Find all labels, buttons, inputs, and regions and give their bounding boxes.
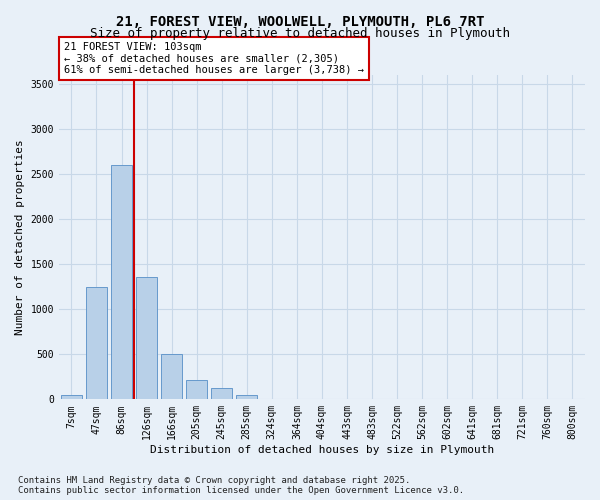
Bar (161, 354, 182, 400)
Text: Size of property relative to detached houses in Plymouth: Size of property relative to detached ho… (90, 28, 510, 40)
Y-axis label: Number of detached properties: Number of detached properties (15, 140, 25, 335)
X-axis label: Distribution of detached houses by size in Plymouth: Distribution of detached houses by size … (150, 445, 494, 455)
Bar (136, 277, 157, 400)
Text: 21 FOREST VIEW: 103sqm
← 38% of detached houses are smaller (2,305)
61% of semi-: 21 FOREST VIEW: 103sqm ← 38% of detached… (64, 42, 364, 75)
Bar (186, 380, 208, 400)
Bar (111, 165, 132, 400)
Bar (86, 286, 107, 400)
Bar (236, 395, 257, 400)
Bar (61, 395, 82, 400)
Text: Contains HM Land Registry data © Crown copyright and database right 2025.
Contai: Contains HM Land Registry data © Crown c… (18, 476, 464, 495)
Bar (211, 388, 232, 400)
Text: 21, FOREST VIEW, WOOLWELL, PLYMOUTH, PL6 7RT: 21, FOREST VIEW, WOOLWELL, PLYMOUTH, PL6… (116, 15, 484, 29)
